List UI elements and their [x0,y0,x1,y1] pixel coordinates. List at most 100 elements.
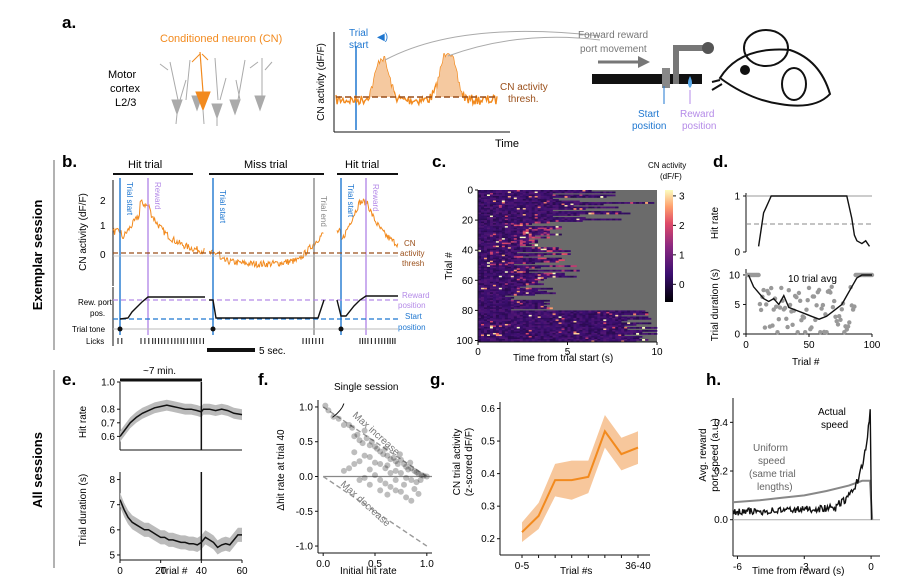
heatmap-cell [564,322,568,325]
heatmap-cell [600,340,604,343]
heatmap-cell [498,232,503,234]
heatmap-cell [561,340,565,343]
panel-label-a: a. [62,13,76,32]
heatmap-cell [492,283,497,286]
heatmap-cell [537,253,541,256]
heatmap-cell [522,325,527,328]
heatmap-cell [531,328,535,331]
heatmap-cell [480,335,485,338]
heatmap-cell [504,337,509,340]
heatmap-cell [483,214,488,216]
heatmap-cell [504,271,509,274]
heatmap-cell [486,335,491,338]
heatmap-cell [552,253,556,256]
heatmap-cell [582,335,586,338]
heatmap-cell [582,217,586,219]
heatmap-cell [486,212,491,215]
d-trial-point [796,290,802,296]
heatmap-cell [609,206,613,209]
heatmap-cell [576,202,580,204]
heatmap-cell [498,322,503,325]
heatmap-cell [478,193,482,195]
heatmap-cell [528,289,532,292]
heatmap-cell [480,232,485,234]
heatmap-cell [615,329,619,332]
heatmap-cell [498,203,503,206]
heatmap-cell [498,253,503,256]
heatmap-cell [516,247,521,249]
heatmap-cell [543,194,547,197]
heatmap-cell [579,218,583,221]
heatmap-cell [531,248,535,251]
heatmap-cell [603,212,607,215]
heatmap-cell [549,194,553,197]
heatmap-cell [540,313,544,316]
heatmap-cell [612,331,616,334]
heatmap-cell [609,212,613,215]
heatmap-cell [549,260,553,263]
heatmap-cell [478,278,482,281]
heatmap-cell [570,214,574,216]
f-session-point [377,448,384,455]
heatmap-cell [549,215,553,218]
heatmap-cell [555,320,559,323]
heatmap-cell [483,317,488,320]
heatmap-cell [522,326,527,329]
heatmap-cell [507,202,512,204]
heatmap-cell [588,334,592,337]
heatmap-cell [582,316,586,319]
heatmap-cell [498,260,503,263]
d-dur-ytick-label: 5 [734,300,740,311]
heatmap-cell [588,218,592,221]
heatmap-cell [528,266,532,269]
heatmap-cell [519,337,524,340]
heatmap-cell [528,226,532,228]
heatmap-cell [603,194,607,197]
heatmap-cell [561,259,565,262]
heatmap-cell [531,313,535,316]
heatmap-cell [540,209,544,212]
heatmap-cell [486,286,491,289]
heatmap-cell [543,200,547,203]
heatmap-cell [552,226,556,228]
heatmap-cell [504,190,509,192]
heatmap-cell [549,325,553,328]
heatmap-cell [525,313,530,316]
heatmap-cell [552,275,556,278]
heatmap-cell [525,239,530,242]
heatmap-cell [522,214,527,216]
heatmap-cell [636,322,640,325]
heatmap-cell [495,250,500,252]
heatmap-cell [522,190,527,192]
heatmap-cell [525,235,530,237]
heatmap-cell [478,275,482,278]
heatmap-cell [483,308,488,311]
heatmap-cell [504,275,509,278]
d-trial-point [779,285,784,291]
heatmap-cell [489,280,494,283]
heatmap-cell [478,241,482,243]
heatmap-cell [555,214,559,216]
heatmap-cell [522,218,527,221]
heatmap-cell [630,310,634,313]
heatmap-cell [522,266,527,269]
heatmap-cell [486,235,491,237]
heatmap-cell [576,320,580,323]
heatmap-cell [492,200,497,203]
heatmap-cell [597,314,601,317]
d-trial-point [820,302,826,308]
heatmap-cell [513,338,518,341]
heatmap-cell [528,319,532,322]
heatmap-cell [579,314,583,317]
heatmap-cell [478,214,482,216]
d-trial-point [830,305,836,310]
heatmap-cell [498,307,503,310]
heatmap-cell [534,244,538,246]
heatmap-cell [531,278,535,281]
heatmap-cell [522,337,527,340]
heatmap-cell [507,277,512,280]
reward-move-2: port movement [580,44,647,55]
heatmap-cell [510,256,515,259]
heatmap-cell [549,269,553,272]
heatmap-cell [573,202,577,204]
